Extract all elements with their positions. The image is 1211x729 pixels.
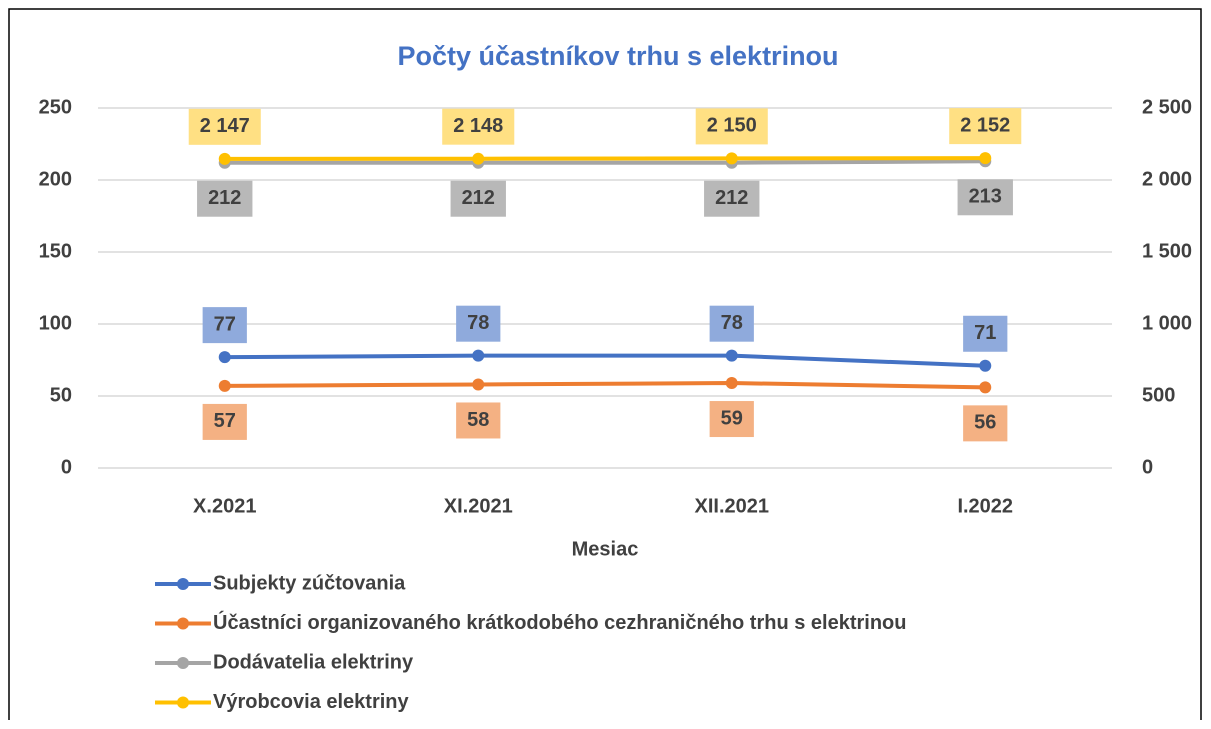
data-label-bg — [704, 180, 760, 217]
data-label: 2 148 — [453, 115, 503, 137]
point — [979, 359, 992, 372]
data-label: 78 — [467, 312, 489, 334]
y2-tick-label: 1 500 — [1142, 240, 1192, 262]
data-label: 213 — [969, 186, 1002, 208]
point — [725, 152, 738, 165]
data-label: 78 — [721, 312, 743, 334]
y-tick-label: 200 — [39, 168, 72, 190]
data-label: 2 147 — [200, 115, 250, 137]
data-label: 59 — [721, 407, 743, 429]
point — [472, 152, 485, 165]
frame — [8, 8, 1202, 720]
data-label: 212 — [715, 187, 748, 209]
data-label-bg — [202, 403, 247, 440]
series-line — [224, 156, 986, 161]
y-tick-label: 50 — [50, 384, 72, 406]
y2-tick-label: 2 000 — [1142, 168, 1192, 190]
data-label-bg — [442, 108, 515, 145]
y-tick-label: 250 — [39, 96, 72, 118]
y-tick-label: 0 — [61, 456, 72, 478]
x-axis-title: Mesiac — [572, 538, 639, 560]
data-label: 212 — [208, 187, 241, 209]
legend-label: Výrobcovia elektriny — [213, 691, 410, 713]
series-line — [224, 353, 986, 368]
point — [472, 378, 485, 391]
y2-tick-label: 0 — [1142, 456, 1153, 478]
data-label: 212 — [462, 187, 495, 209]
x-tick-label: X.2021 — [193, 495, 256, 517]
legend-marker — [177, 696, 189, 709]
point — [725, 377, 738, 390]
data-label-bg — [695, 108, 768, 145]
data-label-bg — [202, 307, 247, 344]
data-label-bg — [456, 305, 501, 342]
data-label-bg — [957, 179, 1013, 216]
point — [979, 152, 992, 165]
point — [725, 349, 738, 362]
legend-marker — [177, 578, 189, 590]
data-label-bg — [963, 315, 1008, 352]
y-tick-label: 150 — [39, 240, 72, 262]
data-label-bg — [450, 180, 506, 217]
data-label-bg — [963, 405, 1008, 442]
legend-marker — [177, 617, 189, 630]
data-label-bg — [949, 108, 1022, 145]
data-label-bg — [456, 402, 501, 439]
data-label-bg — [709, 305, 754, 342]
y2-tick-label: 500 — [1142, 384, 1175, 406]
x-tick-label: XII.2021 — [694, 495, 769, 517]
point — [218, 379, 231, 392]
data-label: 57 — [214, 410, 236, 432]
series-line — [224, 381, 986, 390]
data-label: 71 — [974, 322, 996, 344]
y-tick-label: 100 — [39, 312, 72, 334]
data-label: 77 — [214, 313, 236, 335]
y2-tick-label: 1 000 — [1142, 312, 1192, 334]
legend-label: Dodávatelia elektriny — [213, 651, 414, 673]
legend-marker — [177, 657, 189, 669]
data-label: 56 — [974, 412, 996, 434]
series-line — [224, 159, 986, 165]
y2-tick-label: 2 500 — [1142, 96, 1192, 118]
chart-title: Počty účastníkov trhu s elektrinou — [397, 41, 838, 71]
point — [218, 351, 231, 364]
point — [472, 349, 485, 362]
legend-label: Účastníci organizovaného krátkodobého ce… — [213, 610, 906, 634]
data-label: 58 — [467, 409, 489, 431]
data-label: 2 152 — [960, 114, 1010, 136]
data-label: 2 150 — [707, 115, 757, 137]
data-label-bg — [188, 108, 261, 145]
point — [218, 152, 231, 165]
data-label-bg — [709, 401, 754, 438]
point — [979, 381, 992, 394]
x-tick-label: XI.2021 — [444, 495, 513, 517]
data-label-bg — [197, 180, 253, 217]
x-tick-label: I.2022 — [957, 495, 1013, 517]
legend-label: Subjekty zúčtovania — [213, 572, 406, 594]
